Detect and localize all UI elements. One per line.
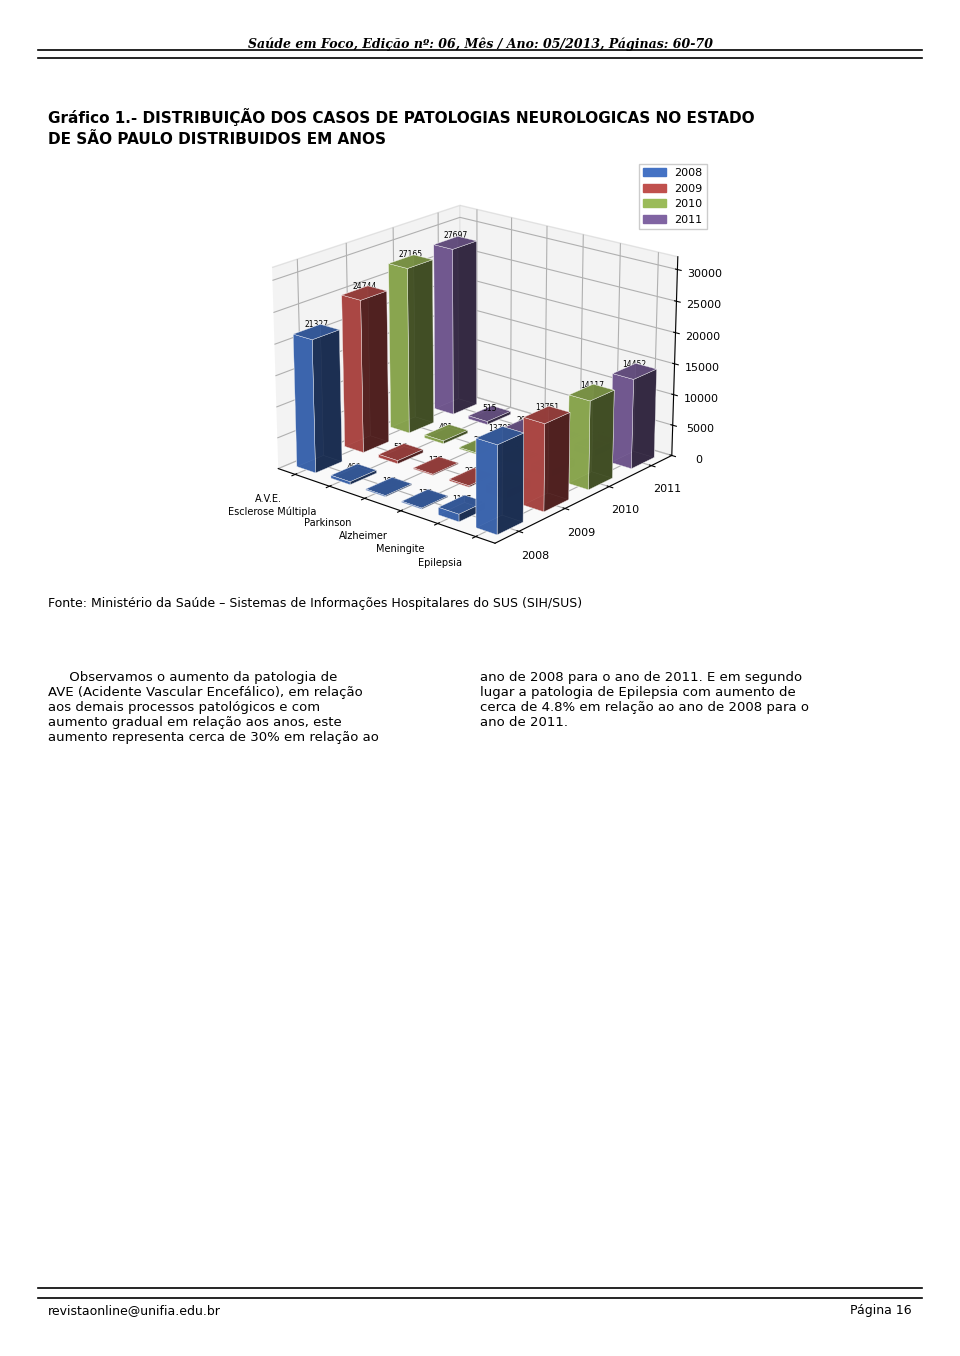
Text: DE SÃO PAULO DISTRIBUIDOS EM ANOS: DE SÃO PAULO DISTRIBUIDOS EM ANOS <box>48 132 386 146</box>
Text: revistaonline@unifia.edu.br: revistaonline@unifia.edu.br <box>48 1304 221 1318</box>
Legend: 2008, 2009, 2010, 2011: 2008, 2009, 2010, 2011 <box>639 164 708 229</box>
Text: Saúde em Foco, Edição nº: 06, Mês / Ano: 05/2013, Páginas: 60-70: Saúde em Foco, Edição nº: 06, Mês / Ano:… <box>248 38 712 52</box>
Text: Fonte: Ministério da Saúde – Sistemas de Informações Hospitalares do SUS (SIH/SU: Fonte: Ministério da Saúde – Sistemas de… <box>48 597 582 610</box>
Text: Página 16: Página 16 <box>851 1304 912 1318</box>
Text: Observamos o aumento da patologia de
AVE (Acidente Vascular Encefálico), em rela: Observamos o aumento da patologia de AVE… <box>48 671 379 744</box>
Text: Gráfico 1.- DISTRIBUIÇÃO DOS CASOS DE PATOLOGIAS NEUROLOGICAS NO ESTADO: Gráfico 1.- DISTRIBUIÇÃO DOS CASOS DE PA… <box>48 108 755 126</box>
Text: ano de 2008 para o ano de 2011. E em segundo
lugar a patologia de Epilepsia com : ano de 2008 para o ano de 2011. E em seg… <box>480 671 809 730</box>
